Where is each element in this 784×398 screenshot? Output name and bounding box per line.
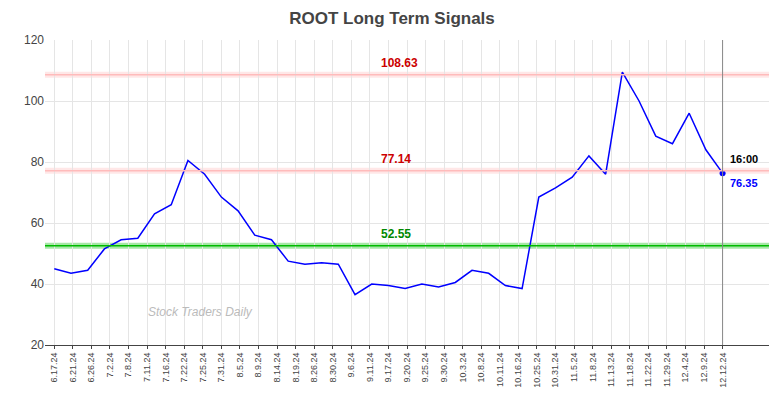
svg-text:7.31.24: 7.31.24 xyxy=(216,353,226,383)
svg-text:10.16.24: 10.16.24 xyxy=(513,353,523,388)
svg-text:10.3.24: 10.3.24 xyxy=(458,353,468,383)
svg-text:9.30.24: 9.30.24 xyxy=(439,353,449,383)
svg-text:ROOT Long Term Signals: ROOT Long Term Signals xyxy=(289,9,495,28)
svg-text:7.8.24: 7.8.24 xyxy=(123,353,133,378)
svg-text:11.22.24: 11.22.24 xyxy=(643,353,653,387)
svg-text:10.11.24: 10.11.24 xyxy=(495,353,505,387)
svg-text:8.5.24: 8.5.24 xyxy=(235,353,245,378)
svg-text:52.55: 52.55 xyxy=(381,227,411,241)
svg-text:6.21.24: 6.21.24 xyxy=(68,353,78,383)
svg-text:11.8.24: 11.8.24 xyxy=(588,353,598,382)
svg-text:8.9.24: 8.9.24 xyxy=(253,353,263,378)
svg-text:6.17.24: 6.17.24 xyxy=(49,353,59,383)
svg-text:7.2.24: 7.2.24 xyxy=(105,353,115,378)
svg-text:9.11.24: 9.11.24 xyxy=(365,353,375,382)
svg-text:9.20.24: 9.20.24 xyxy=(402,353,412,383)
svg-text:16:00: 16:00 xyxy=(730,153,758,165)
svg-text:6.26.24: 6.26.24 xyxy=(86,353,96,383)
svg-text:108.63: 108.63 xyxy=(381,56,418,70)
svg-text:8.26.24: 8.26.24 xyxy=(309,353,319,383)
svg-text:12.12.24: 12.12.24 xyxy=(718,353,728,388)
svg-text:12.9.24: 12.9.24 xyxy=(699,353,709,383)
svg-text:10.8.24: 10.8.24 xyxy=(476,353,486,383)
svg-text:80: 80 xyxy=(31,155,45,169)
svg-text:9.6.24: 9.6.24 xyxy=(346,353,356,378)
svg-text:Stock Traders Daily: Stock Traders Daily xyxy=(148,305,253,319)
svg-text:7.11.24: 7.11.24 xyxy=(142,353,152,382)
svg-text:11.13.24: 11.13.24 xyxy=(606,353,616,387)
svg-text:76.35: 76.35 xyxy=(730,177,758,189)
svg-text:11.29.24: 11.29.24 xyxy=(662,353,672,387)
svg-text:77.14: 77.14 xyxy=(381,152,411,166)
svg-text:8.14.24: 8.14.24 xyxy=(272,353,282,383)
svg-text:11.18.24: 11.18.24 xyxy=(625,353,635,387)
svg-text:12.4.24: 12.4.24 xyxy=(680,353,690,383)
svg-text:20: 20 xyxy=(31,338,45,352)
svg-text:10.31.24: 10.31.24 xyxy=(550,353,560,388)
svg-text:8.19.24: 8.19.24 xyxy=(291,353,301,383)
svg-text:60: 60 xyxy=(31,216,45,230)
svg-text:40: 40 xyxy=(31,277,45,291)
svg-text:120: 120 xyxy=(24,33,44,47)
svg-text:9.17.24: 9.17.24 xyxy=(383,353,393,383)
svg-text:100: 100 xyxy=(24,94,44,108)
svg-text:10.25.24: 10.25.24 xyxy=(532,353,542,388)
svg-text:11.5.24: 11.5.24 xyxy=(569,353,579,382)
svg-text:7.22.24: 7.22.24 xyxy=(179,353,189,383)
svg-text:7.25.24: 7.25.24 xyxy=(198,353,208,383)
svg-text:9.25.24: 9.25.24 xyxy=(420,353,430,383)
svg-text:7.16.24: 7.16.24 xyxy=(161,353,171,383)
svg-text:8.30.24: 8.30.24 xyxy=(328,353,338,383)
